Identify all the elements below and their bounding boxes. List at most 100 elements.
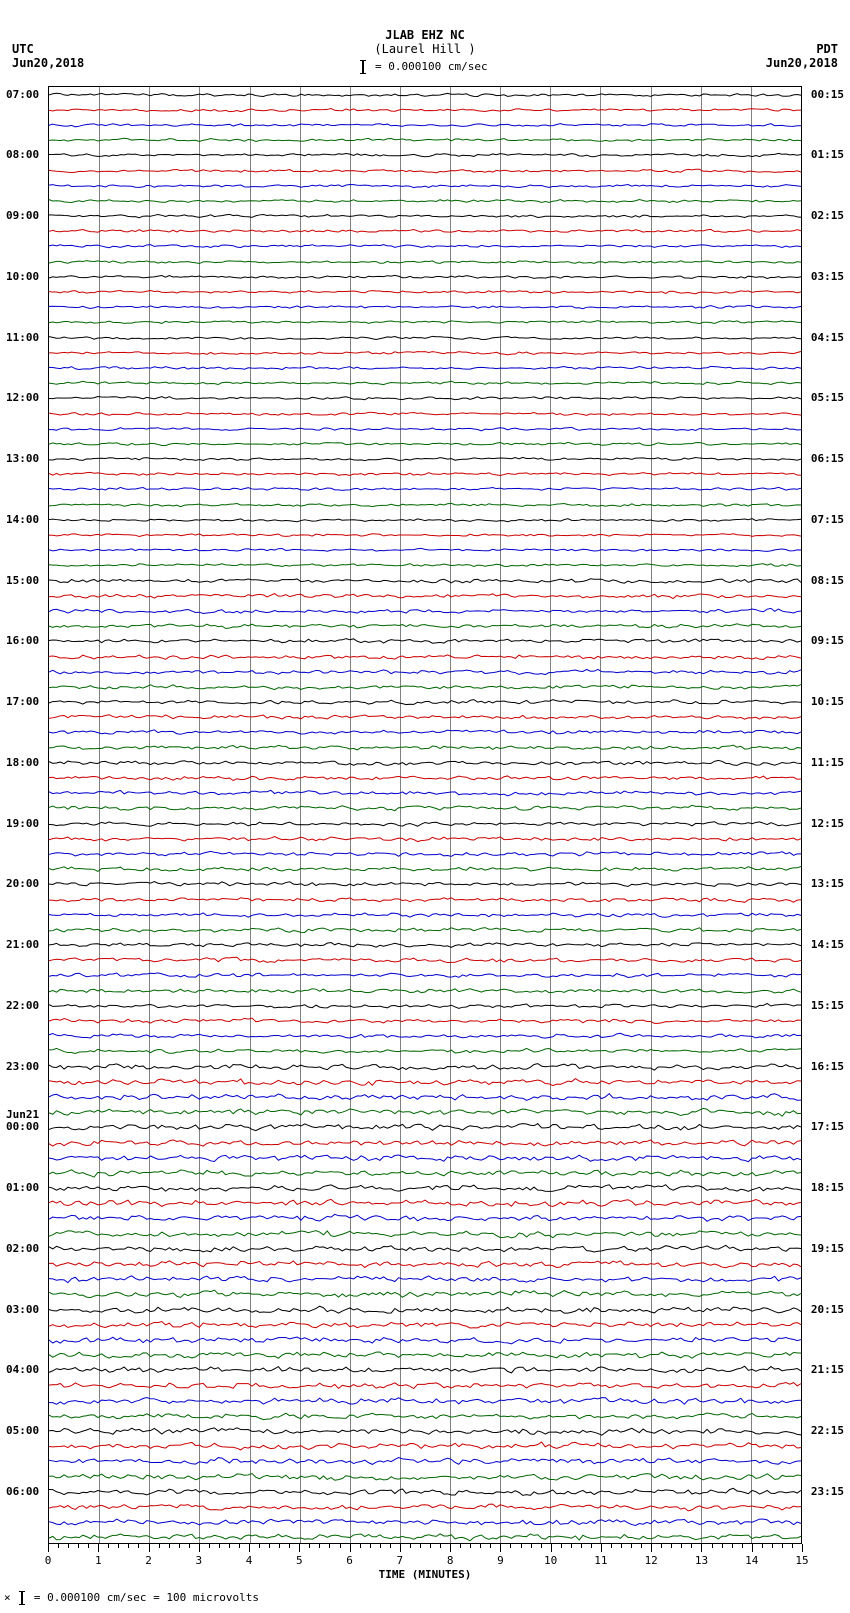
seismic-trace	[49, 787, 801, 799]
seismic-trace	[49, 666, 801, 678]
x-tick-minor	[641, 1544, 642, 1548]
seismic-trace	[49, 1304, 801, 1316]
x-tick-major	[299, 1544, 300, 1552]
seismic-trace	[49, 362, 801, 374]
seismic-trace	[49, 1516, 801, 1528]
seismic-trace	[49, 256, 801, 268]
left-time-label: 21:00	[6, 938, 39, 951]
seismic-trace	[49, 119, 801, 131]
x-tick-minor	[209, 1544, 210, 1548]
seismic-trace	[49, 924, 801, 936]
seismic-traces	[49, 87, 801, 1543]
x-tick-minor	[762, 1544, 763, 1548]
seismic-trace	[49, 1395, 801, 1407]
right-time-label: 10:15	[811, 695, 844, 708]
timezone-left: UTC Jun20,2018	[12, 42, 84, 70]
seismic-trace	[49, 453, 801, 465]
x-tick-label: 8	[447, 1554, 454, 1567]
right-time-label: 18:15	[811, 1181, 844, 1194]
right-time-label: 05:15	[811, 391, 844, 404]
x-tick-label: 3	[195, 1554, 202, 1567]
seismic-trace	[49, 1258, 801, 1270]
x-tick-label: 4	[246, 1554, 253, 1567]
x-tick-minor	[138, 1544, 139, 1548]
seismic-trace	[49, 1288, 801, 1300]
seismic-trace	[49, 1182, 801, 1194]
seismic-trace	[49, 332, 801, 344]
x-tick-minor	[621, 1544, 622, 1548]
x-tick-label: 7	[397, 1554, 404, 1567]
x-tick-label: 0	[45, 1554, 52, 1567]
x-tick-minor	[289, 1544, 290, 1548]
seismic-trace	[49, 559, 801, 571]
x-tick-minor	[712, 1544, 713, 1548]
x-tick-label: 14	[745, 1554, 758, 1567]
seismic-trace	[49, 1501, 801, 1513]
tz-right-name: PDT	[766, 42, 838, 56]
x-tick-minor	[691, 1544, 692, 1548]
seismic-trace	[49, 818, 801, 830]
tz-left-name: UTC	[12, 42, 84, 56]
footer-text: = 0.000100 cm/sec = 100 microvolts	[34, 1591, 259, 1604]
x-tick-minor	[480, 1544, 481, 1548]
left-time-label: 03:00	[6, 1303, 39, 1316]
x-tick-minor	[782, 1544, 783, 1548]
seismic-trace	[49, 347, 801, 359]
x-tick-minor	[390, 1544, 391, 1548]
left-time-label: 13:00	[6, 452, 39, 465]
seismic-trace	[49, 742, 801, 754]
seismic-trace	[49, 1334, 801, 1346]
x-tick-minor	[571, 1544, 572, 1548]
x-tick-minor	[279, 1544, 280, 1548]
seismic-trace	[49, 438, 801, 450]
x-tick-major	[551, 1544, 552, 1552]
scale-label: = 0.000100 cm/sec	[375, 60, 488, 73]
left-time-label: 15:00	[6, 574, 39, 587]
right-time-axis: 00:1501:1502:1503:1504:1505:1506:1507:15…	[804, 86, 844, 1544]
x-tick-major	[701, 1544, 702, 1552]
x-tick-minor	[78, 1544, 79, 1548]
x-tick-major	[400, 1544, 401, 1552]
x-tick-minor	[561, 1544, 562, 1548]
x-tick-minor	[470, 1544, 471, 1548]
seismic-trace	[49, 240, 801, 252]
seismic-trace	[49, 1061, 801, 1073]
x-tick-minor	[269, 1544, 270, 1548]
seismic-trace	[49, 1045, 801, 1057]
x-tick-minor	[88, 1544, 89, 1548]
seismic-trace	[49, 1137, 801, 1149]
x-tick-minor	[319, 1544, 320, 1548]
x-tick-minor	[430, 1544, 431, 1548]
seismic-trace	[49, 1000, 801, 1012]
x-tick-minor	[128, 1544, 129, 1548]
left-time-label: 17:00	[6, 695, 39, 708]
x-tick-major	[651, 1544, 652, 1552]
seismic-trace	[49, 894, 801, 906]
x-tick-minor	[490, 1544, 491, 1548]
right-time-label: 14:15	[811, 938, 844, 951]
seismic-trace	[49, 1197, 801, 1209]
seismic-trace	[49, 392, 801, 404]
right-time-label: 12:15	[811, 817, 844, 830]
x-tick-major	[752, 1544, 753, 1552]
x-tick-minor	[58, 1544, 59, 1548]
x-tick-major	[601, 1544, 602, 1552]
seismic-trace	[49, 149, 801, 161]
x-tick-major	[802, 1544, 803, 1552]
right-time-label: 23:15	[811, 1485, 844, 1498]
right-time-label: 17:15	[811, 1120, 844, 1133]
scale-legend: = 0.000100 cm/sec	[0, 60, 850, 74]
left-time-label: 12:00	[6, 391, 39, 404]
seismic-trace	[49, 651, 801, 663]
seismic-trace	[49, 377, 801, 389]
x-tick-minor	[521, 1544, 522, 1548]
seismic-trace	[49, 104, 801, 116]
x-tick-label: 6	[346, 1554, 353, 1567]
right-time-label: 21:15	[811, 1363, 844, 1376]
x-tick-label: 10	[544, 1554, 557, 1567]
left-time-label: 10:00	[6, 270, 39, 283]
right-time-label: 22:15	[811, 1424, 844, 1437]
seismic-trace	[49, 1015, 801, 1027]
x-tick-minor	[229, 1544, 230, 1548]
seismic-trace	[49, 1212, 801, 1224]
